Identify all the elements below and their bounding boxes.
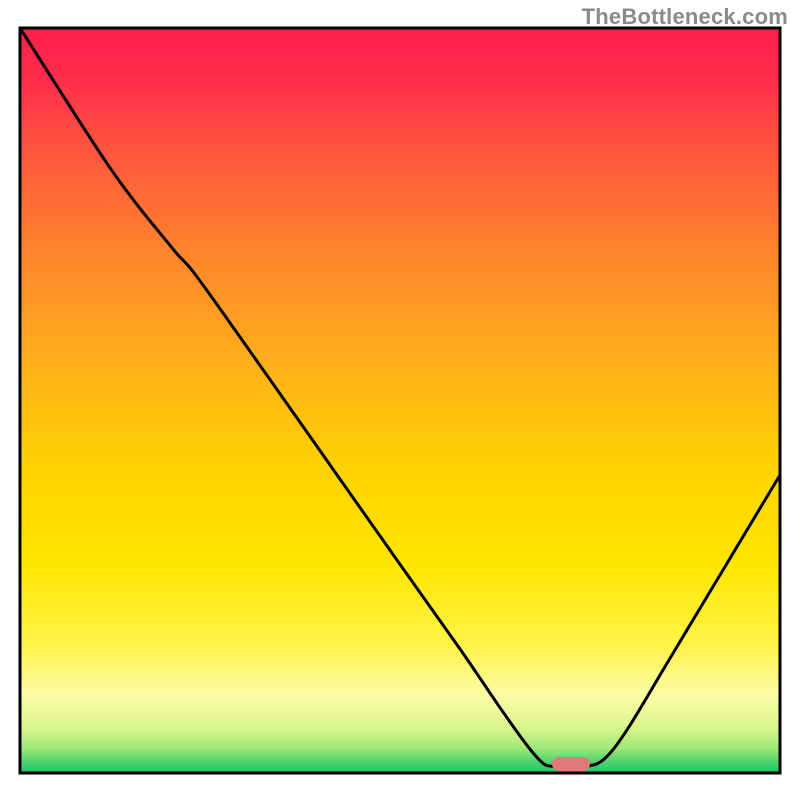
- optimum-marker: [552, 757, 590, 771]
- bottleneck-chart: [0, 0, 800, 800]
